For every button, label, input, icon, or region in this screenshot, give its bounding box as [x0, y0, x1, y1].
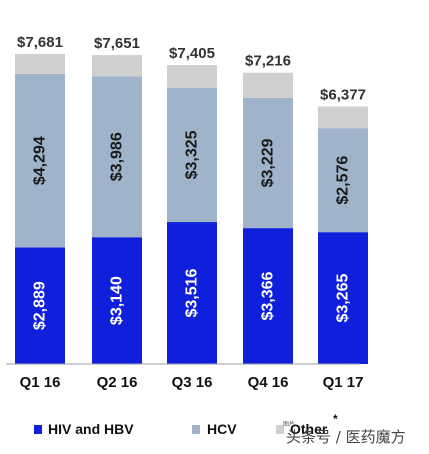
x-tick-q3-16: Q3 16 [172, 374, 213, 391]
legend-other-asterisk: * [333, 412, 338, 426]
total-labels-group: $7,681 $7,651 $7,405 $7,216 $6,377 [17, 34, 366, 104]
x-tick-q2-16: Q2 16 [97, 374, 138, 391]
label-hiv-and-hbv-q1-17: $3,265 [335, 274, 352, 323]
bar-hiv-and-hbv-q1-17 [318, 232, 368, 364]
x-tick-q4-16: Q4 16 [248, 374, 289, 391]
bar-hcv-q1-16 [15, 73, 65, 248]
x-tick-labels-group: Q1 16 Q2 16 Q3 16 Q4 16 Q1 17 [20, 374, 364, 391]
segment-labels-group: $2,889 $4,294 $3,140 $3,986 $3,516 $3,325 $3,3… [32, 130, 352, 330]
label-hcv-q3-16: $3,325 [184, 130, 201, 179]
bar-hiv-and-hbv-q1-16 [15, 247, 65, 364]
legend-label-other: Other [290, 421, 328, 437]
label-hcv-q1-17: $2,576 [335, 156, 352, 205]
total-label-q1-16: $7,681 [17, 34, 63, 51]
total-label-q1-17: $6,377 [320, 87, 366, 104]
legend: HIV and HBV HCV Other * [34, 412, 338, 437]
legend-swatch-hiv-hbv [34, 425, 42, 434]
bar-hiv-and-hbv-q3-16 [167, 222, 217, 364]
x-tick-q1-17: Q1 17 [323, 374, 364, 391]
legend-swatch-other [276, 425, 284, 434]
total-label-q4-16: $7,216 [245, 53, 291, 70]
label-hiv-and-hbv-q1-16: $2,889 [32, 281, 49, 330]
label-hiv-and-hbv-q2-16: $3,140 [109, 276, 126, 325]
x-tick-q1-16: Q1 16 [20, 374, 61, 391]
bar-other-q1-17 [318, 106, 368, 129]
label-hiv-and-hbv-q3-16: $3,516 [184, 268, 201, 317]
legend-label-hiv-hbv: HIV and HBV [48, 421, 134, 437]
bar-hcv-q2-16 [92, 76, 142, 238]
label-hcv-q2-16: $3,986 [109, 132, 126, 181]
bars-group [15, 53, 368, 364]
bar-hiv-and-hbv-q2-16 [92, 237, 142, 364]
watermark-small-text: 图片 [283, 420, 295, 428]
bar-hcv-q4-16 [243, 97, 293, 229]
bar-hiv-and-hbv-q4-16 [243, 228, 293, 364]
legend-label-hcv: HCV [207, 421, 237, 437]
watermark-text: 头条号 / 医药魔方 [286, 428, 406, 446]
bar-hcv-q1-17 [318, 128, 368, 233]
bar-hcv-q3-16 [167, 87, 217, 223]
total-label-q3-16: $7,405 [169, 45, 215, 62]
total-label-q2-16: $7,651 [94, 35, 140, 52]
label-hiv-and-hbv-q4-16: $3,366 [260, 271, 277, 320]
bar-other-q3-16 [167, 65, 217, 88]
bar-other-q1-16 [15, 53, 65, 74]
bar-other-q2-16 [92, 55, 142, 77]
label-hcv-q4-16: $3,229 [260, 138, 277, 187]
label-hcv-q1-16: $4,294 [32, 136, 49, 185]
bar-other-q4-16 [243, 72, 293, 98]
legend-swatch-hcv [192, 425, 200, 434]
watermark: 图片 头条号 / 医药魔方 [283, 420, 406, 446]
